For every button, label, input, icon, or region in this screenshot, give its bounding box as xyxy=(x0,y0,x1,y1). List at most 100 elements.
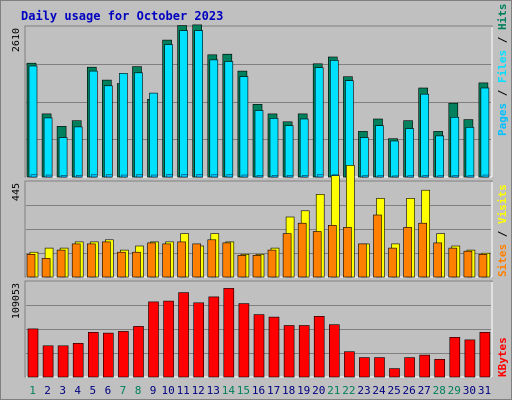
x-tick-label-day-1: 1 xyxy=(29,384,36,397)
x-tick-label-day-13: 13 xyxy=(207,384,220,397)
bar-files-day-27 xyxy=(420,93,430,178)
bar-pages-day-23 xyxy=(362,175,369,178)
x-tick-label-day-27: 27 xyxy=(418,384,431,397)
bar-pages-day-1 xyxy=(30,174,38,178)
legend-item-kbytes: KBytes xyxy=(496,337,509,377)
bar-kbytes-day-13 xyxy=(208,296,220,378)
bar-pages-day-28 xyxy=(437,175,444,178)
bar-pages-day-29 xyxy=(452,175,459,178)
bar-sites-day-20 xyxy=(312,231,322,278)
bar-pages-day-18 xyxy=(286,175,294,178)
x-tick-label-day-31: 31 xyxy=(478,384,491,397)
bar-pages-day-14 xyxy=(226,174,234,178)
bar-sites-day-21 xyxy=(327,225,337,278)
y-max-label-visits: 445 xyxy=(11,183,22,201)
x-tick-label-day-28: 28 xyxy=(433,384,446,397)
bar-kbytes-day-8 xyxy=(133,326,144,378)
bar-kbytes-day-26 xyxy=(404,357,415,378)
bar-sites-day-10 xyxy=(162,243,171,278)
bar-kbytes-day-18 xyxy=(283,325,295,378)
bar-files-day-12 xyxy=(194,30,203,178)
bar-files-day-11 xyxy=(179,30,188,178)
bar-sites-day-1 xyxy=(26,254,36,278)
bar-sites-day-19 xyxy=(297,222,307,278)
legend-item-pages: Pages xyxy=(496,103,509,136)
bar-files-day-13 xyxy=(209,59,219,178)
bar-files-day-2 xyxy=(43,117,53,178)
bar-pages-day-8 xyxy=(136,174,143,178)
bar-files-day-10 xyxy=(164,44,173,178)
bar-kbytes-day-1 xyxy=(27,328,39,378)
bar-pages-day-4 xyxy=(75,175,83,178)
bar-files-day-7 xyxy=(119,73,128,178)
bar-pages-day-10 xyxy=(166,174,173,178)
bar-files-day-9 xyxy=(149,92,158,178)
bar-kbytes-day-14 xyxy=(223,288,235,378)
legend-item-sites: Sites xyxy=(496,244,509,277)
bar-files-day-31 xyxy=(480,87,490,178)
bar-files-day-8 xyxy=(134,72,143,178)
legend-hits-text: Pages / Files / Hits xyxy=(496,4,509,137)
x-tick-label-day-14: 14 xyxy=(222,384,236,397)
x-tick-label-day-22: 22 xyxy=(342,384,355,397)
bar-sites-day-18 xyxy=(282,233,292,278)
bar-files-day-3 xyxy=(58,137,68,178)
x-tick-label-day-12: 12 xyxy=(192,384,205,397)
bar-kbytes-day-9 xyxy=(148,301,159,378)
legend-item-files: Files xyxy=(496,50,509,83)
bar-sites-day-24 xyxy=(373,214,382,278)
legend-item-visits: Visits xyxy=(496,184,509,224)
bar-pages-day-16 xyxy=(256,175,264,178)
bar-pages-day-19 xyxy=(302,175,309,178)
x-tick-label-day-20: 20 xyxy=(312,384,325,397)
bar-files-day-15 xyxy=(239,76,249,178)
bar-sites-day-31 xyxy=(478,254,488,278)
bar-kbytes-day-16 xyxy=(253,314,265,378)
x-tick-label-day-29: 29 xyxy=(448,384,461,397)
bar-kbytes-day-29 xyxy=(449,336,461,378)
bar-sites-day-11 xyxy=(177,241,186,278)
bar-files-day-29 xyxy=(450,117,460,178)
legend-separator: / xyxy=(496,83,509,103)
bar-sites-day-17 xyxy=(267,249,277,278)
bar-sites-day-14 xyxy=(222,242,232,278)
bar-files-day-25 xyxy=(390,140,399,178)
bar-kbytes-day-5 xyxy=(88,331,99,378)
bar-sites-day-8 xyxy=(132,251,141,278)
x-tick-label-day-26: 26 xyxy=(402,384,415,397)
y-max-label-kbytes: 109053 xyxy=(11,283,22,319)
bar-pages-day-31 xyxy=(482,174,490,178)
x-tick-label-day-2: 2 xyxy=(44,384,51,397)
bar-kbytes-day-22 xyxy=(344,351,355,378)
bar-pages-day-17 xyxy=(271,175,279,178)
bar-kbytes-day-31 xyxy=(479,331,491,378)
bar-kbytes-day-10 xyxy=(163,300,174,378)
bar-pages-day-24 xyxy=(377,175,384,178)
bar-files-day-18 xyxy=(284,125,294,178)
bar-kbytes-day-2 xyxy=(42,345,54,378)
chart-title: Daily usage for October 2023 xyxy=(21,9,223,23)
x-tick-label-day-9: 9 xyxy=(150,384,157,397)
bar-pages-day-20 xyxy=(317,174,324,178)
x-tick-label-day-5: 5 xyxy=(89,384,96,397)
bar-sites-day-22 xyxy=(343,227,352,278)
bar-kbytes-day-28 xyxy=(434,358,446,378)
x-tick-label-day-11: 11 xyxy=(177,384,190,397)
bar-pages-day-26 xyxy=(407,175,414,178)
bar-kbytes-day-7 xyxy=(118,331,129,378)
x-tick-label-day-16: 16 xyxy=(252,384,265,397)
bar-kbytes-day-23 xyxy=(359,357,370,378)
bar-kbytes-day-24 xyxy=(374,357,385,378)
bar-sites-day-26 xyxy=(403,227,412,278)
bar-sites-day-27 xyxy=(418,222,428,278)
x-tick-label-day-24: 24 xyxy=(372,384,386,397)
bar-kbytes-day-17 xyxy=(268,316,280,378)
bar-kbytes-day-6 xyxy=(103,332,114,378)
bar-files-day-28 xyxy=(435,135,445,178)
bar-sites-day-16 xyxy=(252,255,262,278)
bar-files-day-4 xyxy=(73,126,83,178)
bar-files-day-5 xyxy=(89,70,98,178)
bar-sites-day-15 xyxy=(237,255,247,278)
